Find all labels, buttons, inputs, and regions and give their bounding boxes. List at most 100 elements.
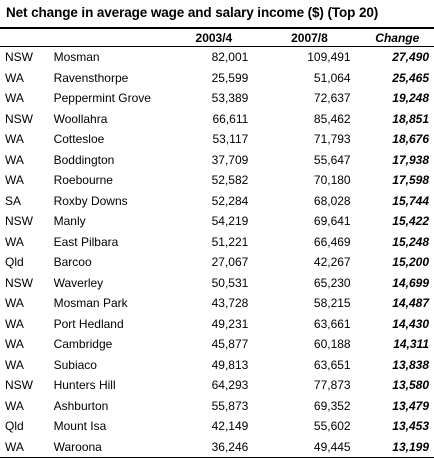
change-cell: 15,200	[392, 255, 429, 270]
value-2007-8-cell: 71,793	[313, 132, 351, 147]
value-2007-8-cell: 72,637	[313, 91, 351, 106]
value-2007-8-cell: 68,028	[313, 193, 351, 208]
value-2003-4-cell: 45,877	[211, 337, 249, 352]
value-2003-4-cell: 42,149	[211, 419, 249, 434]
table-body: NSW Mosman 82,001 109,491 27,490 WA Ravensthor…	[0, 47, 434, 458]
table-row: SA Roxby Downs 52,284 68,028 15,744	[0, 191, 434, 212]
table-row: WA Cambridge 45,877 60,188 14,311	[0, 334, 434, 355]
state-cell: WA	[5, 316, 24, 331]
value-2007-8-cell: 60,188	[313, 337, 351, 352]
header-change: Change	[360, 27, 434, 47]
place-cell: Hunters Hill	[53, 378, 116, 393]
value-2007-8-cell: 66,469	[313, 234, 351, 249]
value-2007-8-cell: 63,651	[313, 357, 351, 372]
value-2003-4-cell: 82,001	[211, 50, 249, 65]
value-2003-4-cell: 53,117	[212, 132, 249, 147]
place-cell: Boddington	[53, 152, 115, 167]
change-cell: 14,311	[393, 337, 429, 352]
state-cell: NSW	[5, 50, 33, 65]
table-row: WA East Pilbara 51,221 66,469 15,248	[0, 232, 434, 253]
change-cell: 15,422	[392, 214, 429, 229]
place-cell: Ashburton	[53, 398, 109, 413]
state-cell: NSW	[5, 214, 33, 229]
value-2003-4-cell: 25,599	[211, 70, 249, 85]
value-2003-4-cell: 53,389	[211, 91, 249, 106]
value-2007-8-cell: 70,180	[313, 173, 351, 188]
header-place	[49, 27, 170, 47]
place-cell: Cottesloe	[53, 132, 105, 147]
income-table: 2003/4 2007/8 Change NSW Mosman 82,001 109,…	[0, 27, 434, 458]
state-cell: WA	[5, 234, 24, 249]
table-row: NSW Woollahra 66,611 85,462 18,851	[0, 109, 434, 130]
table-row: NSW Hunters Hill 64,293 77,873 13,580	[0, 375, 434, 396]
value-2007-8-cell: 55,602	[313, 419, 351, 434]
value-2003-4-cell: 27,067	[211, 255, 249, 270]
table-row: Qld Mount Isa 42,149 55,602 13,453	[0, 416, 434, 437]
value-2007-8-cell: 51,064	[313, 70, 351, 85]
value-2003-4-cell: 54,219	[211, 214, 249, 229]
value-2003-4-cell: 66,611	[212, 111, 249, 126]
state-cell: WA	[5, 152, 24, 167]
state-cell: SA	[5, 193, 22, 208]
header-2003-4: 2003/4	[169, 27, 259, 47]
place-cell: East Pilbara	[53, 234, 119, 249]
state-cell: WA	[5, 70, 24, 85]
table-row: WA Roebourne 52,582 70,180 17,598	[0, 170, 434, 191]
table-row: WA Cottesloe 53,117 71,793 18,676	[0, 129, 434, 150]
state-cell: NSW	[5, 111, 33, 126]
table-row: WA Waroona 36,246 49,445 13,199	[0, 436, 434, 458]
place-cell: Waroona	[49, 436, 170, 458]
state-cell: NSW	[5, 378, 33, 393]
place-cell: Mosman	[53, 50, 100, 65]
place-cell: Roebourne	[53, 173, 113, 188]
header-row: 2003/4 2007/8 Change	[0, 27, 434, 47]
table-row: WA Peppermint Grove 53,389 72,637 19,248	[0, 88, 434, 109]
spreadsheet-view: Net change in average wage and salary in…	[0, 5, 434, 458]
table-row: NSW Waverley 50,531 65,230 14,699	[0, 273, 434, 294]
value-2003-4-cell: 43,728	[211, 296, 249, 311]
place-cell: Ravensthorpe	[53, 70, 129, 85]
value-2007-8-cell: 58,215	[313, 296, 351, 311]
value-2007-8-cell: 109,491	[307, 50, 351, 65]
place-cell: Waverley	[53, 275, 104, 290]
state-cell: WA	[5, 398, 24, 413]
table-row: WA Boddington 37,709 55,647 17,938	[0, 150, 434, 171]
change-cell: 18,851	[392, 111, 429, 126]
state-cell: WA	[5, 296, 24, 311]
place-cell: Peppermint Grove	[53, 91, 151, 106]
state-cell: WA	[5, 91, 24, 106]
table-row: NSW Manly 54,219 69,641 15,422	[0, 211, 434, 232]
place-cell: Roxby Downs	[53, 193, 128, 208]
table-row: WA Mosman Park 43,728 58,215 14,487	[0, 293, 434, 314]
change-cell: 13,838	[392, 357, 429, 372]
change-cell: 27,490	[392, 50, 429, 65]
state-cell: WA	[5, 337, 24, 352]
place-cell: Mosman Park	[53, 296, 128, 311]
change-cell: 13,453	[392, 419, 429, 434]
table-row: WA Subiaco 49,813 63,651 13,838	[0, 355, 434, 376]
change-cell: 17,938	[392, 152, 429, 167]
value-2007-8-cell: 63,661	[313, 316, 351, 331]
value-2003-4-cell: 52,284	[211, 193, 249, 208]
table-title: Net change in average wage and salary in…	[6, 5, 379, 20]
change-cell: 15,248	[392, 234, 429, 249]
value-2007-8-cell: 69,641	[313, 214, 351, 229]
value-2003-4-cell: 50,531	[211, 275, 249, 290]
place-cell: Cambridge	[53, 337, 113, 352]
place-cell: Manly	[53, 214, 86, 229]
value-2007-8-cell: 65,230	[313, 275, 351, 290]
change-cell: 13,199	[360, 436, 434, 458]
value-2003-4-cell: 64,293	[211, 378, 249, 393]
state-cell: WA	[5, 132, 24, 147]
change-cell: 14,487	[392, 296, 429, 311]
change-cell: 14,430	[392, 316, 429, 331]
change-cell: 25,465	[392, 70, 429, 85]
place-cell: Mount Isa	[53, 419, 107, 434]
change-cell: 17,598	[392, 173, 429, 188]
value-2003-4-cell: 36,246	[169, 436, 259, 458]
value-2003-4-cell: 55,873	[211, 398, 249, 413]
table-row: WA Port Hedland 49,231 63,661 14,430	[0, 314, 434, 335]
change-cell: 14,699	[392, 275, 429, 290]
value-2003-4-cell: 37,709	[211, 152, 249, 167]
table-row: NSW Mosman 82,001 109,491 27,490	[0, 47, 434, 68]
